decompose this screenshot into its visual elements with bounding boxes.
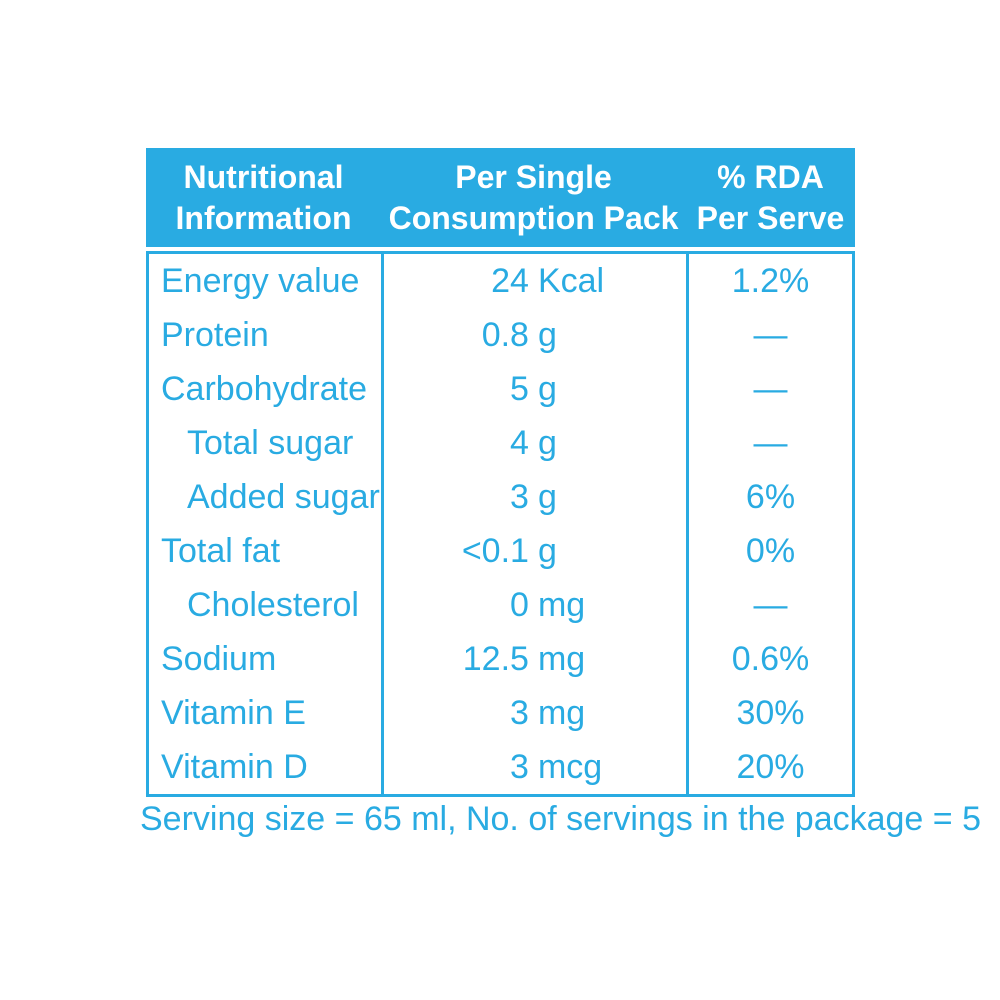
amount-number: 0.8 bbox=[481, 315, 529, 354]
header-nutritional-information: Nutritional Information bbox=[146, 157, 381, 239]
nutrient-label: Sodium bbox=[161, 639, 277, 678]
nutrient-label: Energy value bbox=[161, 261, 360, 300]
nutrient-label: Vitamin D bbox=[161, 747, 308, 786]
header-line: % RDA bbox=[717, 158, 824, 195]
header-per-single-consumption-pack: Per Single Consumption Pack bbox=[381, 157, 686, 239]
nutrient-label: Total fat bbox=[161, 531, 281, 570]
nutrient-rda: — bbox=[686, 578, 852, 632]
header-rda-per-serve: % RDA Per Serve bbox=[686, 157, 855, 239]
amount-number: 0 bbox=[510, 585, 529, 624]
nutrient-amount: 12.5 mg bbox=[381, 632, 686, 686]
header-line: Per Serve bbox=[696, 199, 845, 236]
amount-unit: mg bbox=[537, 639, 586, 678]
table-row-energy-value: Energy value 24 Kcal 1.2% bbox=[149, 254, 852, 308]
amount-unit: g bbox=[537, 315, 557, 354]
nutrient-amount: 4 g bbox=[381, 416, 686, 470]
serving-size-note: Serving size = 65 ml, No. of servings in… bbox=[140, 800, 982, 838]
table-body: Energy value 24 Kcal 1.2% Protein 0.8 g … bbox=[146, 251, 855, 797]
amount-number: 3 bbox=[510, 693, 529, 732]
nutrient-amount: 0.8 g bbox=[381, 308, 686, 362]
nutrient-amount: 5 g bbox=[381, 362, 686, 416]
nutrient-rda: 0% bbox=[686, 524, 852, 578]
nutrient-rda: 6% bbox=[686, 470, 852, 524]
nutrition-table: Nutritional Information Per Single Consu… bbox=[146, 148, 855, 797]
nutrient-label: Cholesterol bbox=[187, 585, 359, 624]
table-row-protein: Protein 0.8 g — bbox=[149, 308, 852, 362]
nutrient-rda: 0.6% bbox=[686, 632, 852, 686]
amount-number: 3 bbox=[510, 477, 529, 516]
table-row-cholesterol: Cholesterol 0 mg — bbox=[149, 578, 852, 632]
nutrient-label: Total sugar bbox=[187, 423, 354, 462]
amount-unit: g bbox=[537, 369, 557, 408]
header-line: Nutritional bbox=[183, 158, 344, 195]
nutrient-amount: 24 Kcal bbox=[381, 254, 686, 308]
nutrient-label: Protein bbox=[161, 315, 269, 354]
table-row-added-sugar: Added sugar 3 g 6% bbox=[149, 470, 852, 524]
nutrient-label: Vitamin E bbox=[161, 693, 306, 732]
nutrient-amount: 3 g bbox=[381, 470, 686, 524]
nutrient-rda: 30% bbox=[686, 686, 852, 740]
table-row-total-fat: Total fat <0.1 g 0% bbox=[149, 524, 852, 578]
nutrient-rda: — bbox=[686, 308, 852, 362]
nutrient-amount: <0.1 g bbox=[381, 524, 686, 578]
amount-unit: mg bbox=[537, 585, 586, 624]
amount-unit: mg bbox=[537, 693, 586, 732]
nutrient-label: Carbohydrate bbox=[161, 369, 368, 408]
amount-number: 24 bbox=[491, 261, 529, 300]
nutrient-amount: 3 mcg bbox=[381, 740, 686, 794]
amount-number: 4 bbox=[510, 423, 529, 462]
nutrient-rda: — bbox=[686, 416, 852, 470]
table-row-sodium: Sodium 12.5 mg 0.6% bbox=[149, 632, 852, 686]
amount-number: 12.5 bbox=[462, 639, 529, 678]
nutrient-amount: 0 mg bbox=[381, 578, 686, 632]
header-line: Consumption Pack bbox=[388, 199, 679, 236]
table-row-total-sugar: Total sugar 4 g — bbox=[149, 416, 852, 470]
table-row-vitamin-d: Vitamin D 3 mcg 20% bbox=[149, 740, 852, 794]
amount-unit: mcg bbox=[537, 747, 603, 786]
amount-unit: g bbox=[537, 423, 557, 462]
nutrient-label: Added sugar bbox=[187, 477, 380, 516]
amount-number: 5 bbox=[510, 369, 529, 408]
nutrient-rda: 1.2% bbox=[686, 254, 852, 308]
nutrient-rda: 20% bbox=[686, 740, 852, 794]
amount-number: 3 bbox=[510, 747, 529, 786]
nutrient-rda: — bbox=[686, 362, 852, 416]
table-header-row: Nutritional Information Per Single Consu… bbox=[146, 148, 855, 247]
header-line: Per Single bbox=[455, 158, 612, 195]
amount-unit: Kcal bbox=[537, 261, 605, 300]
nutrient-amount: 3 mg bbox=[381, 686, 686, 740]
amount-unit: g bbox=[537, 531, 557, 570]
amount-number: <0.1 bbox=[461, 531, 529, 570]
table-row-vitamin-e: Vitamin E 3 mg 30% bbox=[149, 686, 852, 740]
header-line: Information bbox=[175, 199, 352, 236]
amount-unit: g bbox=[537, 477, 557, 516]
table-row-carbohydrate: Carbohydrate 5 g — bbox=[149, 362, 852, 416]
